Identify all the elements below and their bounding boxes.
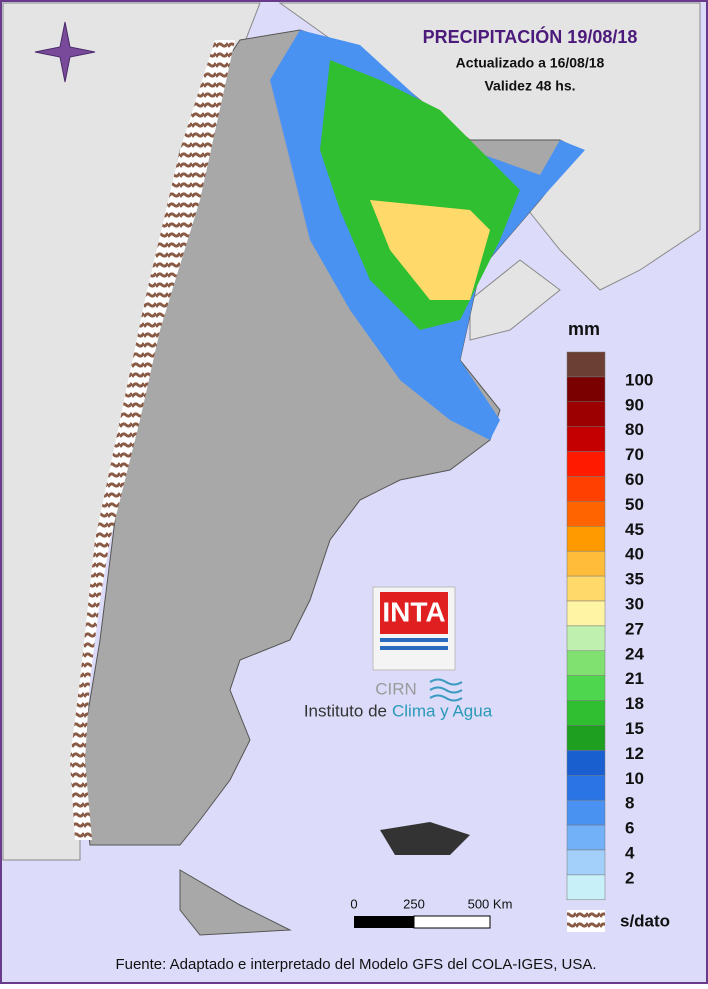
legend-label: 30	[625, 594, 644, 613]
legend-swatch	[566, 700, 606, 726]
legend-swatch	[566, 675, 606, 701]
legend-label: 90	[625, 395, 644, 414]
legend-label: 21	[625, 669, 644, 688]
title: PRECIPITACIÓN 19/08/18	[423, 26, 638, 47]
logo-waves	[429, 678, 463, 702]
legend-label: 10	[625, 769, 644, 788]
rain-area-yellow	[370, 200, 490, 300]
legend-label: 35	[625, 570, 644, 589]
legend-label: 50	[625, 495, 644, 514]
legend-swatch	[566, 650, 606, 676]
scale-label: 0	[350, 896, 357, 911]
legend-swatch	[566, 376, 606, 403]
legend-swatch	[566, 775, 606, 801]
logo-brand: INTA	[382, 596, 445, 627]
logo-line	[380, 646, 448, 650]
legend-label: 24	[625, 644, 644, 663]
tierra-del-fuego	[179, 869, 292, 936]
updated: Actualizado a 16/08/18	[456, 55, 605, 71]
scale-label: 250	[403, 896, 425, 911]
legend-label: 2	[625, 868, 634, 887]
logo-line	[380, 638, 448, 642]
footer: Fuente: Adaptado e interpretado del Mode…	[115, 956, 596, 973]
legend-label: 15	[625, 719, 644, 738]
logo-red	[380, 592, 448, 634]
uruguay	[469, 259, 561, 341]
legend-swatch	[566, 451, 606, 477]
no-data-label: s/dato	[620, 911, 670, 930]
legend-label: 40	[625, 545, 644, 564]
scale-bar	[413, 915, 491, 929]
legend-swatch	[566, 725, 606, 751]
legend-label: 12	[625, 744, 644, 763]
legend-swatch	[566, 476, 606, 502]
no-data-swatch	[567, 910, 605, 932]
legend-label: 6	[625, 819, 634, 838]
legend-label: 27	[625, 619, 644, 638]
legend-swatch	[566, 550, 606, 577]
legend-label: 70	[625, 445, 644, 464]
legend-swatch	[566, 625, 606, 652]
legend-label: 60	[625, 470, 644, 489]
legend-swatch	[566, 849, 606, 876]
legend-label: 4	[625, 843, 635, 862]
legend-swatch	[566, 401, 606, 427]
scale-label: 500 Km	[468, 896, 513, 911]
legend-swatch	[566, 874, 606, 901]
logo-name: Instituto de	[304, 701, 387, 720]
legend-label: 100	[625, 370, 653, 389]
legend-swatch	[566, 824, 606, 851]
validity: Validez 48 hs.	[484, 78, 575, 94]
compass	[34, 21, 96, 83]
legend-swatch	[566, 426, 606, 452]
legend-swatch	[566, 600, 606, 627]
legend-label: 80	[625, 420, 644, 439]
legend-swatch	[566, 501, 606, 527]
legend-unit: mm	[568, 319, 600, 339]
legend-swatch	[566, 799, 606, 826]
legend-swatch	[566, 750, 606, 776]
legend-label: 18	[625, 694, 644, 713]
legend-label: 45	[625, 520, 644, 539]
legend: 100 90 80 70 60 50 45 40 35 30 27 24 21 18 15 12 10 8 6 4 2	[566, 351, 653, 901]
logo-center: CIRN	[375, 679, 417, 698]
legend-label: 8	[625, 794, 634, 813]
logo-name-highlight: Clima y Agua	[392, 701, 493, 720]
malvinas	[380, 822, 470, 855]
legend-swatch	[566, 351, 606, 378]
legend-swatch	[566, 526, 606, 552]
scale-bar	[354, 916, 414, 928]
legend-swatch	[566, 575, 606, 602]
